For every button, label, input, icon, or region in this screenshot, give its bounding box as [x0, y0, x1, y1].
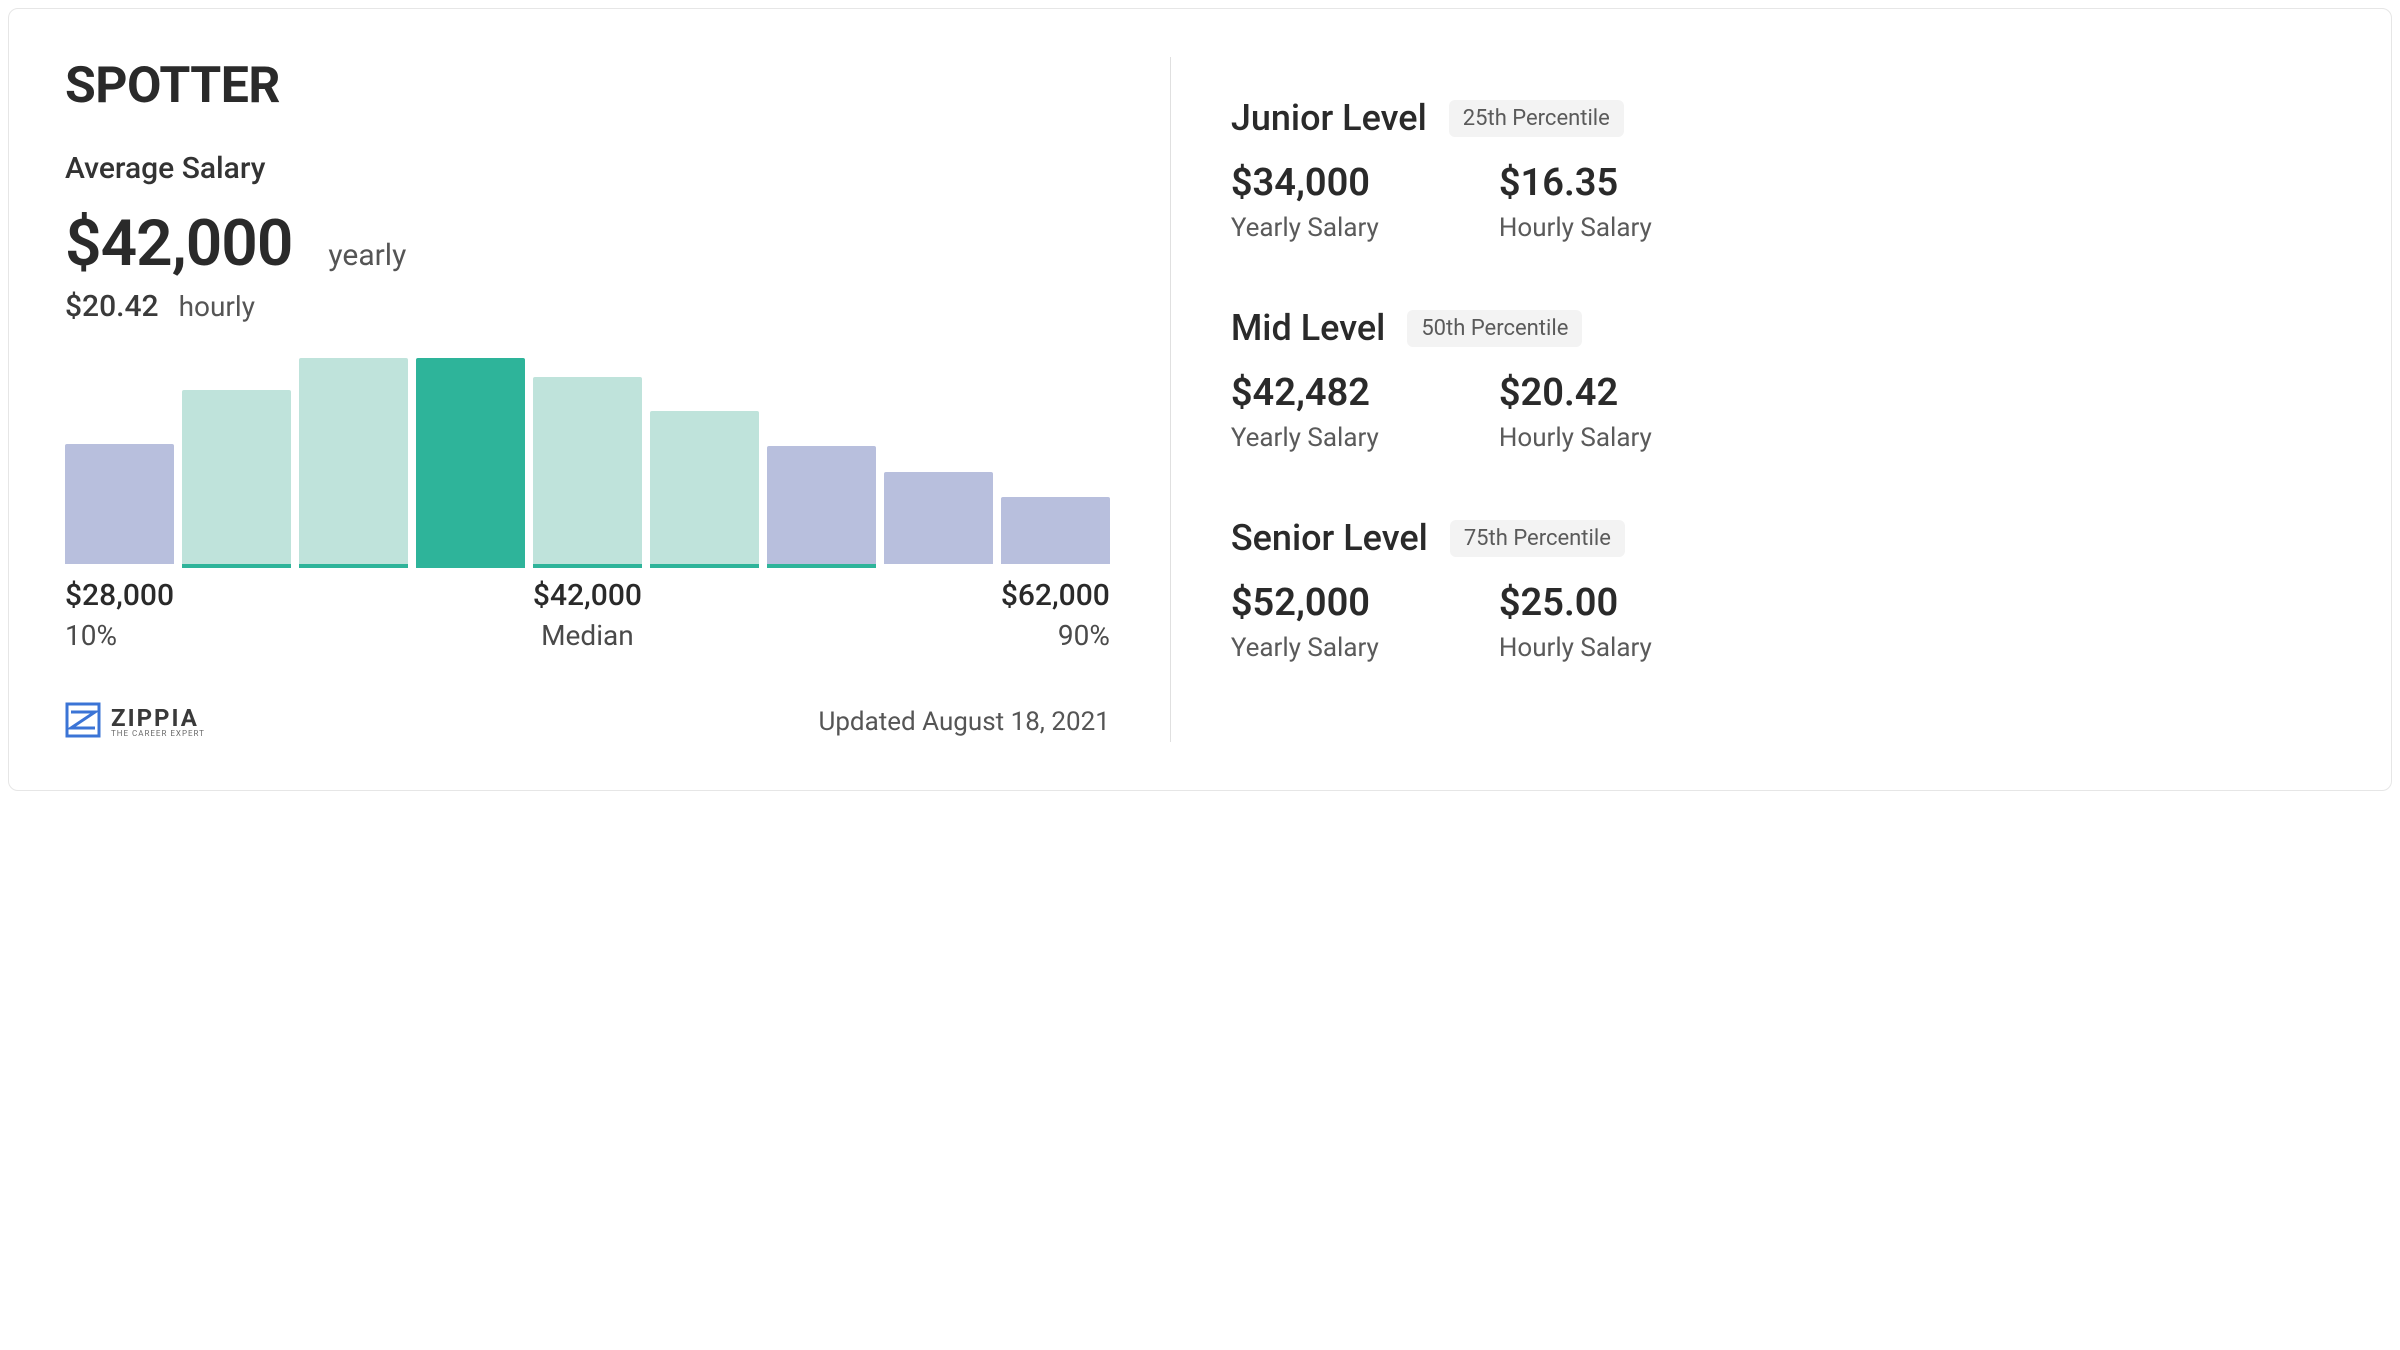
level-block-1: Mid Level 50th Percentile $42,482 Yearly Sa…: [1231, 307, 2335, 453]
job-title: SPOTTER: [65, 57, 1110, 115]
hourly-amount: $25.00: [1499, 581, 1652, 625]
yearly-label: Yearly Salary: [1231, 213, 1379, 243]
histogram-bars: [65, 354, 1110, 564]
axis-center: $42,000 Median: [533, 578, 642, 652]
histogram-bar-4: [533, 377, 642, 568]
level-block-0: Junior Level 25th Percentile $34,000 Yearly…: [1231, 97, 2335, 243]
hourly-label: Hourly Salary: [1499, 213, 1652, 243]
percentile-badge: 50th Percentile: [1407, 310, 1582, 347]
zippia-logo-name: ZIPPIA: [111, 706, 205, 730]
hourly-amount: $20.42: [1499, 371, 1652, 415]
percentile-badge: 75th Percentile: [1450, 520, 1625, 557]
hourly-amount: $16.35: [1499, 161, 1652, 205]
axis-left-value: $28,000: [65, 578, 174, 613]
right-panel: Junior Level 25th Percentile $34,000 Yearly…: [1231, 57, 2335, 742]
left-footer: ZIPPIA THE CAREER EXPERT Updated August …: [65, 702, 1110, 742]
level-values: $52,000 Yearly Salary $25.00 Hourly Salary: [1231, 581, 2335, 663]
axis-right: $62,000 90%: [1001, 578, 1110, 652]
level-header: Junior Level 25th Percentile: [1231, 97, 2335, 139]
histogram-bar-1: [182, 390, 291, 569]
axis-center-value: $42,000: [533, 578, 642, 613]
hourly-pair: $16.35 Hourly Salary: [1499, 161, 1652, 243]
zippia-logo-tagline: THE CAREER EXPERT: [111, 730, 205, 738]
histogram-bar-0: [65, 444, 174, 564]
yearly-amount: $34,000: [1231, 161, 1379, 205]
yearly-amount: $52,000: [1231, 581, 1379, 625]
histogram-bar-2: [299, 358, 408, 568]
level-values: $34,000 Yearly Salary $16.35 Hourly Salary: [1231, 161, 2335, 243]
level-header: Mid Level 50th Percentile: [1231, 307, 2335, 349]
hourly-label: Hourly Salary: [1499, 633, 1652, 663]
hourly-salary-amount: $20.42: [65, 289, 159, 324]
percentile-badge: 25th Percentile: [1449, 100, 1624, 137]
updated-date: Updated August 18, 2021: [818, 707, 1109, 737]
hourly-pair: $25.00 Hourly Salary: [1499, 581, 1652, 663]
histogram-bar-5: [650, 411, 759, 569]
hourly-pair: $20.42 Hourly Salary: [1499, 371, 1652, 453]
hourly-label: Hourly Salary: [1499, 423, 1652, 453]
level-values: $42,482 Yearly Salary $20.42 Hourly Salary: [1231, 371, 2335, 453]
yearly-salary-period: yearly: [328, 238, 406, 273]
histogram-bar-7: [884, 472, 993, 564]
histogram-bar-6: [767, 446, 876, 568]
left-panel: SPOTTER Average Salary $42,000 yearly $2…: [65, 57, 1171, 742]
level-block-2: Senior Level 75th Percentile $52,000 Yearly…: [1231, 517, 2335, 663]
yearly-label: Yearly Salary: [1231, 633, 1379, 663]
axis-right-sub: 90%: [1058, 619, 1110, 652]
zippia-logo-text: ZIPPIA THE CAREER EXPERT: [111, 706, 205, 738]
yearly-pair: $34,000 Yearly Salary: [1231, 161, 1379, 243]
level-title: Mid Level: [1231, 307, 1385, 349]
yearly-salary-row: $42,000 yearly: [65, 206, 1110, 281]
yearly-salary-amount: $42,000: [65, 206, 292, 281]
average-salary-label: Average Salary: [65, 151, 1110, 186]
axis-left-sub: 10%: [65, 619, 174, 652]
zippia-logo-icon: [65, 702, 101, 742]
yearly-amount: $42,482: [1231, 371, 1379, 415]
salary-histogram: $28,000 10% $42,000 Median $62,000 90%: [65, 354, 1110, 652]
histogram-axis: $28,000 10% $42,000 Median $62,000 90%: [65, 578, 1110, 652]
level-title: Senior Level: [1231, 517, 1428, 559]
zippia-logo: ZIPPIA THE CAREER EXPERT: [65, 702, 205, 742]
level-header: Senior Level 75th Percentile: [1231, 517, 2335, 559]
hourly-salary-row: $20.42 hourly: [65, 289, 1110, 324]
histogram-bar-8: [1001, 497, 1110, 564]
salary-card: SPOTTER Average Salary $42,000 yearly $2…: [8, 8, 2392, 791]
axis-right-value: $62,000: [1001, 578, 1110, 613]
axis-left: $28,000 10%: [65, 578, 174, 652]
level-title: Junior Level: [1231, 97, 1427, 139]
yearly-label: Yearly Salary: [1231, 423, 1379, 453]
hourly-salary-period: hourly: [179, 290, 255, 323]
yearly-pair: $42,482 Yearly Salary: [1231, 371, 1379, 453]
axis-center-sub: Median: [541, 619, 634, 652]
yearly-pair: $52,000 Yearly Salary: [1231, 581, 1379, 663]
histogram-bar-3: [416, 358, 525, 568]
